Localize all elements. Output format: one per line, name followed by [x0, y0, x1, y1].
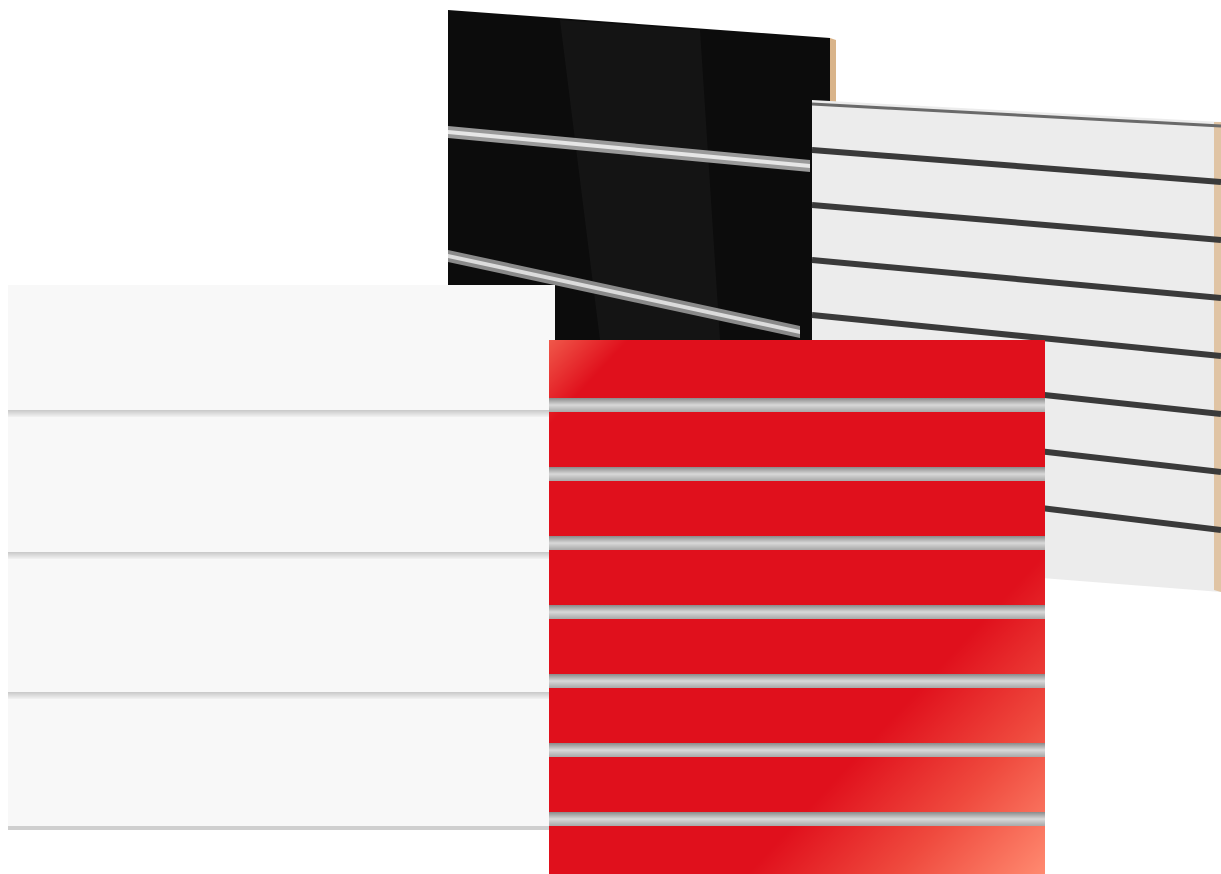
- black-panel: [448, 10, 836, 340]
- white-panel: [8, 285, 555, 830]
- red-panel: [549, 340, 1045, 874]
